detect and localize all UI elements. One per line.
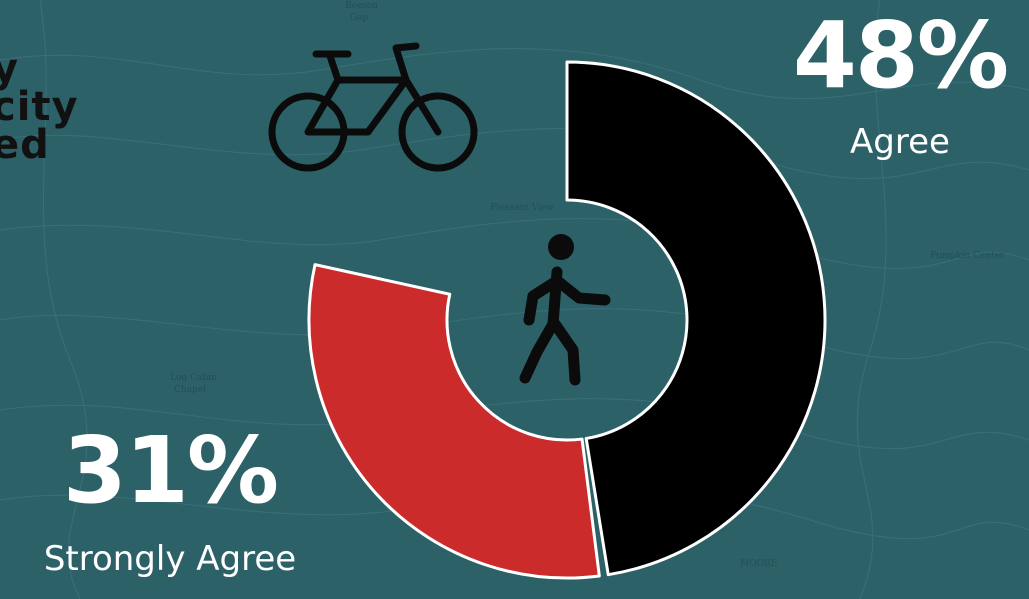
svg-text:Gap: Gap	[350, 13, 369, 23]
svg-text:MOORE: MOORE	[740, 559, 777, 569]
donut-slice-strongly-agree	[307, 263, 601, 580]
strongly-agree-label: Strongly Agree	[43, 539, 297, 579]
agree-percentage: 48%	[792, 2, 1009, 109]
strongly-agree-percentage: 31%	[62, 417, 279, 524]
stat-agree: 48% Agree	[770, 2, 1029, 163]
svg-text:Pleasant View: Pleasant View	[490, 203, 554, 213]
pedestrian-icon	[519, 234, 611, 386]
bicycle-icon	[268, 42, 478, 172]
svg-text:Log Cabin: Log Cabin	[170, 373, 217, 383]
svg-text:Pumpkin Center: Pumpkin Center	[930, 251, 1005, 261]
heading-fragment: y city ed	[0, 46, 79, 168]
svg-text:Beeson: Beeson	[345, 1, 378, 11]
agree-label: Agree	[850, 122, 950, 162]
donut-slice-agree	[565, 60, 827, 577]
svg-text:Chapel: Chapel	[174, 385, 206, 395]
stat-strongly-agree: 31% Strongly Agree	[0, 417, 340, 580]
